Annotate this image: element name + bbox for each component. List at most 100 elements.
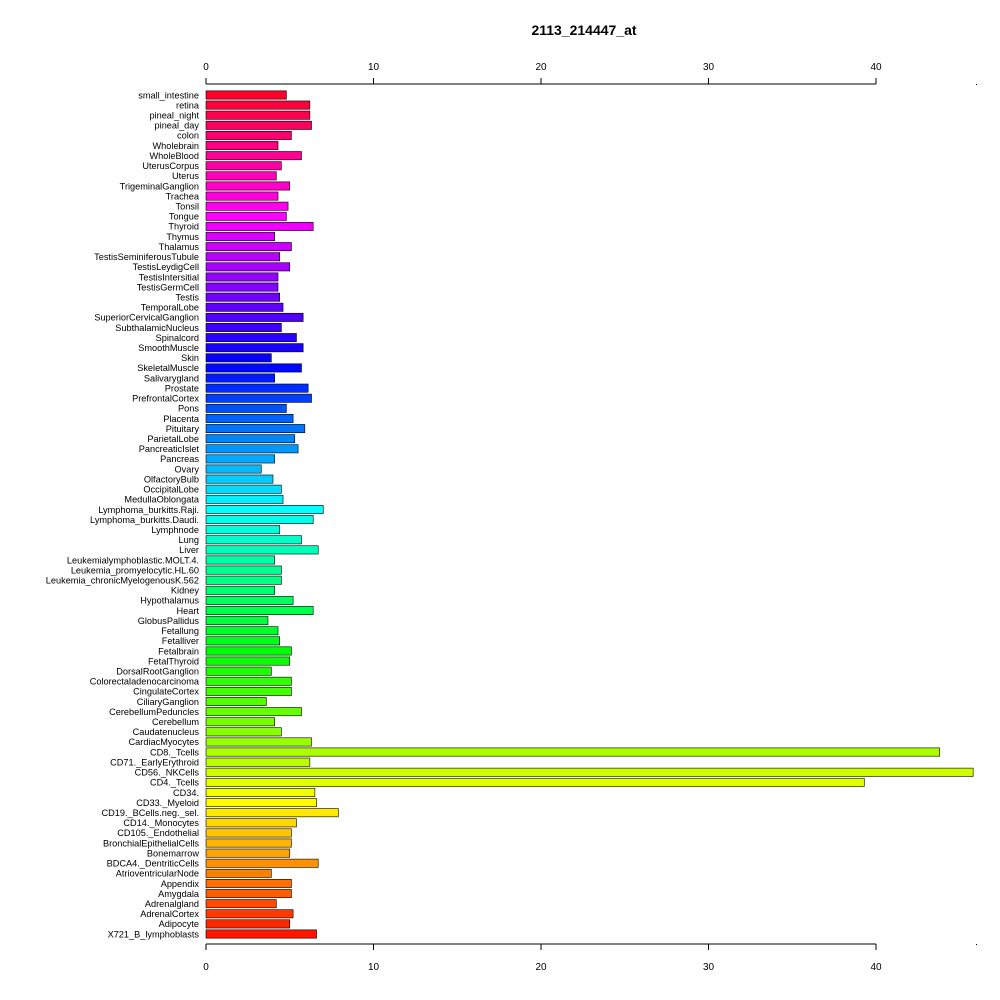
bar: [205, 484, 282, 494]
category-label: CD19._BCells.neg._sel.: [101, 808, 199, 818]
category-label: Placenta: [163, 414, 200, 424]
bar: [205, 171, 277, 181]
bar: [205, 373, 275, 383]
top-tick-label: 20: [535, 62, 547, 73]
bar: [205, 686, 292, 696]
category-label: TemporalLobe: [141, 303, 199, 313]
bar: [205, 838, 292, 848]
category-label: X721_B_lymphoblasts: [108, 929, 200, 939]
bottom-axis: 0 10 20 30 40: [203, 943, 977, 973]
category-label: Lymphnode: [151, 525, 199, 535]
category-label: Skin: [181, 353, 199, 363]
category-label: Pons: [178, 404, 199, 414]
category-label: TestisSeminiferousTubule: [94, 252, 199, 262]
category-label: MedullaOblongata: [124, 495, 199, 505]
bar: [205, 535, 302, 545]
category-label: Testis: [176, 292, 200, 302]
bar: [205, 221, 314, 231]
category-label: Kidney: [171, 586, 199, 596]
category-label: Trachea: [166, 191, 200, 201]
top-axis: 0 10 20 30 40: [203, 62, 977, 85]
bar: [205, 919, 291, 929]
bar: [205, 110, 311, 120]
bottom-tick-label: 10: [368, 962, 380, 973]
category-label: Lymphoma_burkitts.Daudi.: [90, 515, 199, 525]
bar: [205, 343, 304, 353]
category-label: PancreaticIslet: [139, 444, 200, 454]
bar: [205, 767, 974, 777]
bar: [205, 879, 292, 888]
bar: [205, 636, 280, 646]
bar: [205, 454, 275, 464]
top-tick-label: 0: [203, 62, 209, 73]
bar: [205, 727, 282, 737]
bar: [205, 525, 280, 535]
category-label: Caudatenucleus: [133, 727, 200, 737]
category-label: AtrioventricularNode: [116, 869, 199, 879]
bar: [205, 606, 314, 615]
bar: [205, 666, 272, 676]
category-labels-group: small_intestineretinapineal_nightpineal_…: [46, 90, 200, 939]
category-label: pineal_night: [149, 111, 199, 121]
bar: [205, 494, 284, 504]
bar: [205, 595, 294, 605]
category-label: Ovary: [174, 464, 199, 474]
category-label: PrefrontalCortex: [132, 394, 199, 404]
bar: [205, 646, 292, 656]
category-label: Adrenalgland: [145, 899, 199, 909]
bar: [205, 889, 292, 899]
bar: [205, 424, 306, 434]
bar: [205, 211, 287, 221]
bar: [205, 676, 292, 686]
bar: [205, 393, 312, 403]
category-label: Thalamus: [159, 242, 200, 252]
bar: [205, 292, 280, 302]
category-label: Fetalliver: [162, 636, 199, 646]
category-label: Liver: [179, 545, 199, 555]
bar: [205, 403, 287, 413]
bar: [205, 848, 291, 858]
category-label: UterusCorpus: [142, 161, 199, 171]
bar: [205, 929, 317, 939]
category-label: Adipocyte: [159, 919, 199, 929]
bar: [205, 737, 312, 747]
bar: [205, 434, 296, 444]
bar: [205, 120, 312, 130]
category-label: Pancreas: [160, 454, 199, 464]
category-label: CiliaryGanglion: [137, 697, 199, 707]
category-label: CingulateCortex: [133, 687, 199, 697]
bar: [205, 757, 311, 767]
bar: [205, 232, 275, 241]
bar: [205, 191, 279, 201]
bar: [205, 100, 311, 110]
category-label: Spinalcord: [156, 333, 199, 343]
category-label: Uterus: [172, 171, 199, 181]
category-label: Prostate: [165, 383, 199, 393]
category-label: CD56._NKCells: [135, 768, 200, 778]
category-label: Lymphoma_burkitts.Raji.: [98, 505, 199, 515]
bar: [205, 616, 269, 626]
bar: [205, 312, 304, 322]
bar: [205, 504, 324, 514]
bar: [205, 141, 279, 150]
category-label: CD14._Monocytes: [123, 818, 199, 828]
category-label: Thyroid: [168, 222, 199, 232]
bar: [205, 555, 275, 565]
bars-group: [205, 90, 974, 939]
category-label: pineal_day: [155, 121, 200, 131]
bar: [205, 272, 279, 282]
bar: [205, 808, 339, 818]
category-label: TestisGermCell: [137, 282, 199, 292]
category-label: small_intestine: [138, 90, 199, 100]
bar: [205, 201, 289, 211]
bar: [205, 868, 272, 878]
category-label: Amygdala: [158, 889, 200, 899]
bar: [205, 262, 291, 272]
category-label: Tonsil: [176, 201, 200, 211]
bar: [205, 252, 280, 262]
category-label: Hypothalamus: [140, 596, 199, 606]
category-label: Heart: [177, 606, 200, 616]
top-tick-label: 10: [368, 62, 380, 73]
chart-title: 2113_214447_at: [531, 22, 636, 38]
